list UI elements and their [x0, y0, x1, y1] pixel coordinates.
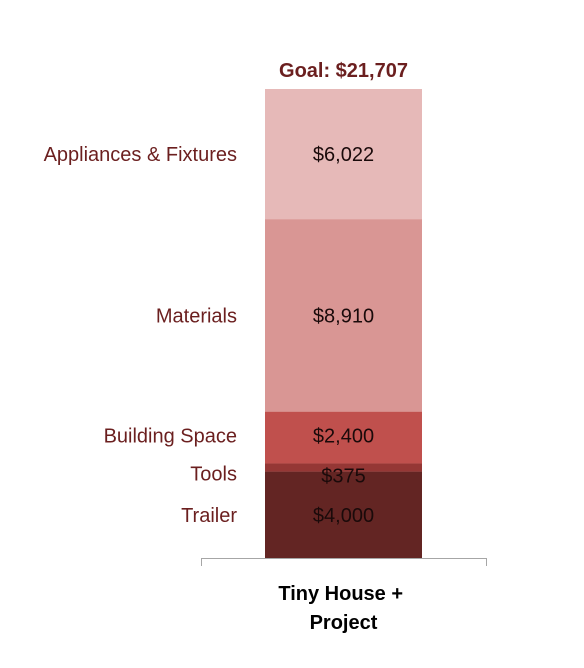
- bar-segment-trailer: [265, 471, 422, 558]
- value-label-materials: $8,910: [313, 305, 374, 327]
- value-label-trailer: $4,000: [313, 505, 374, 527]
- bar-segment-materials: [265, 219, 422, 412]
- bar-segments: [265, 89, 422, 558]
- series-label-tools: Tools: [190, 464, 237, 486]
- series-label-appliances-and-fixtures: Appliances & Fixtures: [44, 144, 237, 166]
- category-label-line: Project: [310, 612, 378, 634]
- value-label-building-space: $2,400: [313, 426, 374, 448]
- value-label-appliances-and-fixtures: $6,022: [313, 144, 374, 166]
- series-label-trailer: Trailer: [181, 505, 237, 527]
- series-label-materials: Materials: [156, 305, 237, 327]
- category-label-line: Tiny House +: [278, 583, 403, 605]
- series-labels: Trailer Tools Building Space Materials Appli…: [44, 144, 238, 527]
- bar-segment-tools: [265, 463, 422, 472]
- value-labels: $4,000 $375 $2,400 $8,910 $6,022: [313, 144, 374, 527]
- goal-total-label: Goal: $21,707: [279, 60, 408, 82]
- bar-segment-appliances-and-fixtures: [265, 89, 422, 220]
- bar-segment-building-space: [265, 411, 422, 464]
- series-label-building-space: Building Space: [104, 426, 237, 448]
- value-label-tools: $375: [321, 466, 366, 488]
- category-label: Tiny House + Project: [278, 583, 408, 634]
